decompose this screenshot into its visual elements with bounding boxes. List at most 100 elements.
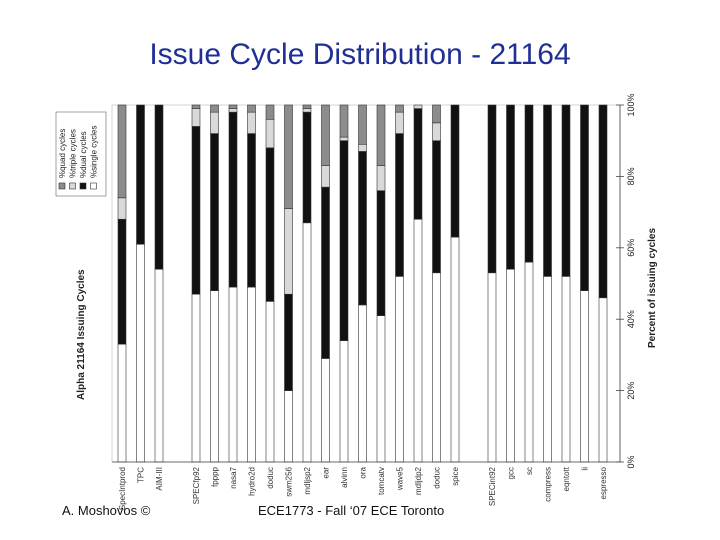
value-tick-label: 80% [626,167,636,185]
legend-label: %quad cycles [58,129,67,178]
bar-segment-triple [228,108,238,113]
bar-segment-dual [376,190,386,316]
slide-title: Issue Cycle Distribution - 21164 [149,38,571,71]
bar-segment-single [228,286,238,463]
category-label: SPECint92 [488,466,497,506]
bar-segment-triple [395,111,404,134]
bar-segment-dual [265,147,275,302]
bar-segment-dual [413,108,423,220]
bar-segment-single [358,304,367,463]
category-label: alvinn [340,467,349,488]
bar-segment-single [302,222,312,463]
bar-segment-triple [117,197,127,220]
bar-segment-single [580,290,589,463]
bar-segment-single [524,261,534,463]
bar-segment-triple [210,111,219,134]
bar-segment-triple [284,208,293,295]
bar-segment-single [117,343,127,463]
category-label: espresso [599,466,608,499]
bar-segment-dual [247,133,256,288]
footer-author: A. Moshovos © [62,503,151,518]
bar-segment-single [487,272,497,463]
bar-segment-quad [358,104,367,145]
bar-segment-quad [210,104,219,113]
bar-segment-dual [339,140,349,341]
category-label: doduc [433,467,442,489]
bar-segment-single [561,276,571,463]
bar-segment-dual [561,104,571,277]
bar-segment-dual [117,218,127,345]
legend-swatch-quad [58,182,66,190]
bar-segment-triple [302,108,312,113]
category-label: li [581,467,590,471]
value-tick-label: 100% [626,93,636,116]
legend-label: %triple cycles [69,129,78,178]
bar-segment-dual [524,104,534,263]
legend-swatch-triple [69,182,76,190]
bar-segment-dual [506,104,515,270]
bar-segment-dual [210,133,219,291]
bar-segment-quad [395,104,404,113]
category-label: swm256 [285,466,294,496]
category-label: mdljsp2 [303,466,312,494]
category-label: mdljdp2 [414,466,423,495]
footer-course: ECE1773 - Fall ‘07 ECE Toronto [258,503,445,518]
bar-segment-triple [265,118,275,149]
category-label: spice [451,466,460,485]
bar-segment-dual [432,140,441,274]
value-tick-label: 20% [626,382,636,400]
bar-segment-dual [358,151,367,306]
bar-segment-quad [284,104,293,209]
bar-segment-single [154,268,164,463]
bar-segment-single [543,276,552,463]
legend-swatch-single [90,182,97,190]
bar-segment-quad [376,104,386,166]
bar-segment-dual [487,104,497,274]
category-label: nasa7 [229,466,238,488]
chart-title: Alpha 21164 Issuing Cycles [76,269,87,400]
category-label: ora [359,466,368,478]
bar-segment-single [191,293,201,463]
bar-segment-single [210,290,219,463]
bar-segment-single [450,236,460,463]
category-label: tomcatv [377,467,386,495]
category-label: SpecIntprod [118,467,127,510]
category-label: ear [322,467,331,479]
category-label: hydro2d [248,467,257,496]
bar-segment-quad [432,104,441,124]
bar-segment-triple [376,165,386,191]
bar-segment-dual [154,104,164,270]
bar-segment-quad [228,104,238,109]
bar-segment-single [395,276,404,463]
bar-segment-single [284,390,293,463]
legend-swatch-dual [79,182,87,190]
legend-box [55,111,107,197]
bar-segment-triple [247,111,256,134]
legend-label: %single cycles [90,126,99,178]
bar-segment-triple [339,136,349,142]
bar-segment-quad [191,104,201,109]
legend-label: %dual cycles [79,131,88,178]
bar-segment-single [339,340,349,463]
bar-segment-quad [321,104,330,166]
bar-segment-single [598,297,608,463]
bar-segment-single [136,243,145,463]
value-tick-label: 0% [626,455,636,468]
bar-segment-dual [543,104,552,277]
bar-segment-single [506,268,515,463]
bar-segment-triple [358,143,367,152]
value-axis: 0% 20% 40% 60% 80% 100% [616,93,636,469]
category-label: wave5 [396,466,405,491]
bar-segment-triple [413,104,423,109]
bar-segment-triple [321,165,330,188]
bar-segment-quad [117,104,127,199]
bar-segment-triple [432,122,441,141]
bar-segment-single [247,286,256,463]
category-label: doduc [266,467,275,489]
bar-segment-dual [450,104,460,238]
bar-segment-single [413,218,423,463]
bar-segment-single [376,315,386,463]
category-label: compress [544,467,553,502]
bar-segment-dual [580,104,589,291]
